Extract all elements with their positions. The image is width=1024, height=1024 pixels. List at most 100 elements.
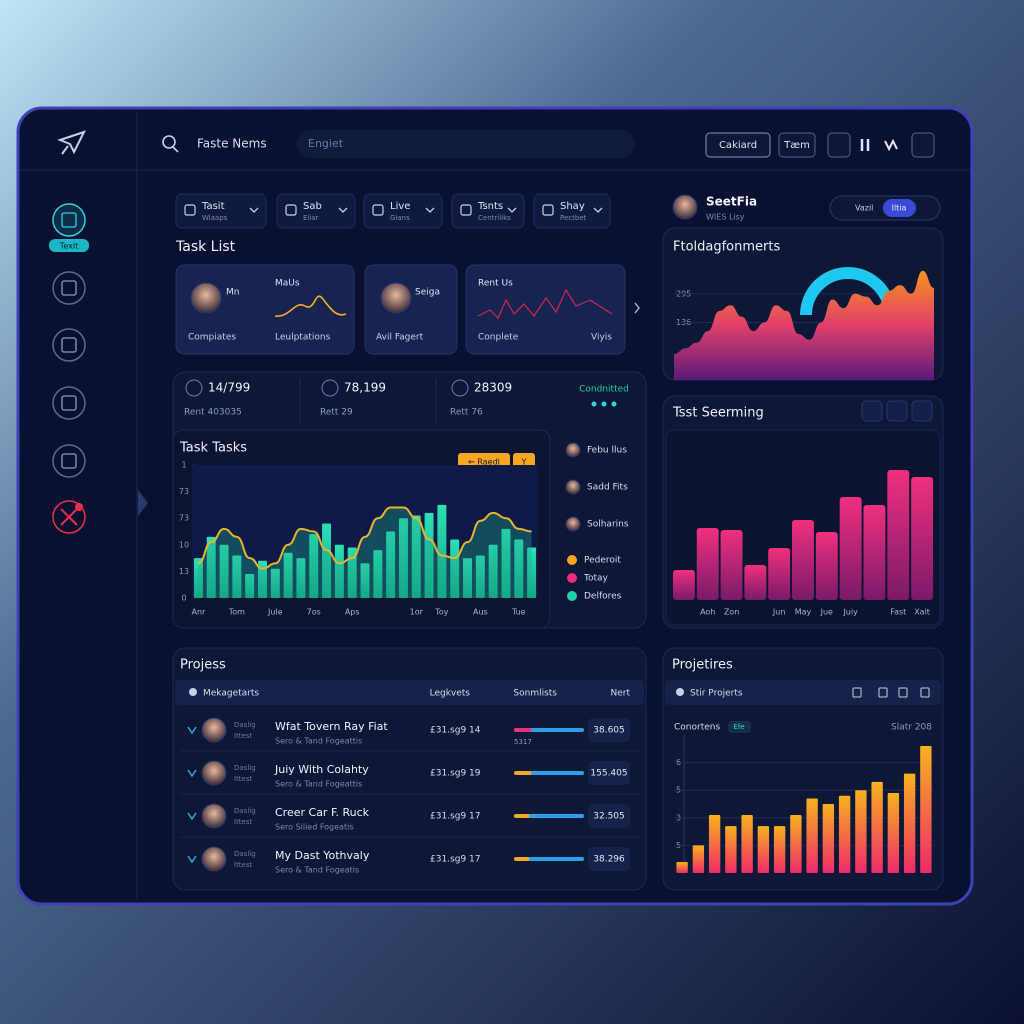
bar	[398, 518, 408, 598]
filter-chip[interactable]	[175, 193, 267, 229]
icon-button[interactable]	[920, 687, 930, 698]
bar	[475, 555, 485, 598]
header-button[interactable]	[778, 132, 816, 158]
nav-button[interactable]	[52, 386, 86, 420]
avatar	[201, 760, 227, 786]
icon-button[interactable]	[861, 400, 883, 422]
progress-track	[514, 728, 584, 732]
bar	[792, 520, 814, 600]
legend-label: Pederoit	[584, 556, 621, 566]
nav-button[interactable]	[52, 203, 86, 237]
filter-icon	[285, 204, 297, 216]
row-value: 38.296	[593, 855, 625, 865]
filter-chip[interactable]	[363, 193, 443, 229]
icon-button[interactable]	[911, 132, 935, 158]
table-header	[665, 680, 941, 705]
bar	[920, 746, 932, 873]
row-title: Wfat Tovern Ray Fiat	[275, 720, 388, 733]
y-tick-label: 73	[179, 514, 189, 523]
row-code: £31.sg9 14	[430, 726, 481, 736]
nav-icon	[61, 453, 77, 469]
panel-header: Stir Projerts	[690, 689, 743, 699]
bar	[463, 558, 473, 598]
sparkline	[274, 295, 347, 317]
filter-label: Shay	[560, 201, 585, 212]
x-tick-label: Fast	[890, 608, 906, 617]
nav-button[interactable]	[52, 271, 86, 305]
status-dot	[601, 401, 607, 407]
bar	[744, 565, 767, 600]
legend-swatch	[567, 573, 577, 583]
avatar	[565, 442, 581, 458]
filter-chip[interactable]	[533, 193, 611, 229]
stat-icon	[321, 379, 339, 397]
legend-label: Totay	[583, 574, 609, 584]
search-icon-handle	[172, 146, 179, 153]
series-line	[198, 506, 532, 570]
bar	[708, 815, 721, 873]
search-icon	[162, 135, 176, 149]
nav-icon	[61, 280, 77, 296]
bar	[437, 504, 447, 598]
value-box	[588, 761, 630, 785]
icon-button[interactable]	[886, 400, 908, 422]
filter-chip[interactable]	[451, 193, 525, 229]
filter-label: Live	[390, 201, 410, 212]
y-tick-label: 0	[181, 594, 186, 603]
card-label: Compiates	[188, 333, 236, 343]
status-dot	[591, 401, 597, 407]
header-button[interactable]	[705, 132, 771, 158]
bar	[283, 552, 293, 598]
x-tick-label: Aoh	[700, 608, 715, 617]
nav-button[interactable]	[52, 500, 86, 534]
chevron	[249, 207, 259, 213]
bar	[296, 558, 306, 598]
row-role: Ittest	[234, 732, 253, 740]
bar	[768, 548, 791, 600]
bar	[334, 544, 344, 598]
bar	[193, 558, 203, 598]
search-input[interactable]	[297, 130, 635, 158]
bar	[386, 531, 396, 598]
icon-button[interactable]	[827, 132, 851, 158]
x-tick-label: 7os	[307, 608, 321, 617]
stat-value: 28309	[474, 381, 512, 395]
close-icon	[60, 508, 78, 526]
filter-chip[interactable]	[276, 193, 356, 229]
filter-label: Tsnts	[477, 201, 503, 212]
icon-button[interactable]	[911, 400, 933, 422]
icon-button[interactable]	[852, 687, 862, 698]
progress-bar	[514, 814, 530, 818]
bar	[488, 544, 498, 598]
bar	[676, 861, 688, 873]
table-header-icon	[189, 688, 197, 696]
x-tick-label: Jue	[820, 608, 833, 617]
bar	[270, 568, 280, 598]
icon-button[interactable]	[878, 687, 888, 698]
toggle-active[interactable]	[883, 199, 916, 217]
progress-bar	[514, 857, 530, 861]
nav-badge	[49, 239, 89, 252]
bar	[672, 570, 695, 600]
alert-dot	[75, 503, 83, 511]
bar	[839, 497, 862, 600]
section-title: Projess	[180, 658, 226, 673]
nav-button[interactable]	[52, 328, 86, 362]
row-chevron	[187, 855, 197, 864]
bar	[360, 563, 370, 598]
row-sub: Sero & Tand Fogeatis	[275, 866, 359, 875]
bar	[309, 534, 319, 598]
badge-label: Efe	[733, 723, 744, 731]
bar	[887, 470, 910, 600]
bar	[322, 523, 332, 598]
pause-icon	[860, 139, 870, 151]
nav-icon	[61, 395, 77, 411]
section-title: Task List	[175, 239, 236, 255]
nav-button[interactable]	[52, 444, 86, 478]
row-person: Daslig	[234, 850, 256, 858]
bar	[696, 528, 719, 600]
x-tick-label: Jule	[267, 608, 283, 617]
icon-button[interactable]	[898, 687, 908, 698]
row-chevron	[187, 726, 197, 735]
